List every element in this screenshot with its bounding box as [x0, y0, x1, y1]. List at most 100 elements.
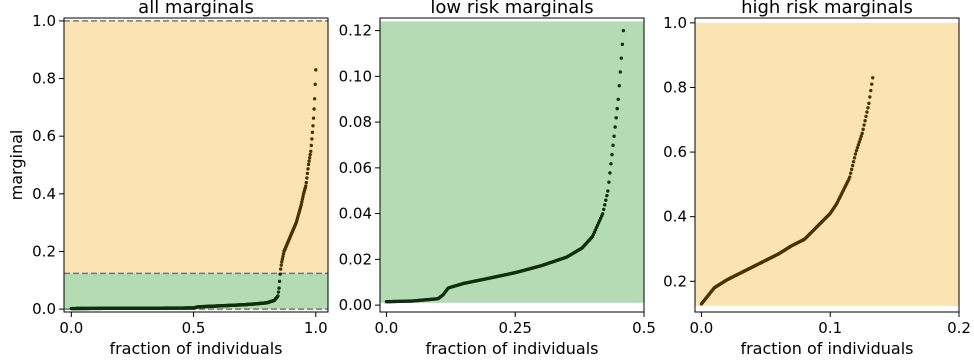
data-point — [278, 272, 282, 276]
data-point — [312, 97, 317, 101]
data-point — [859, 134, 863, 138]
x-tick-label: 0.0 — [59, 319, 83, 337]
data-point — [862, 123, 866, 127]
x-tick-label: 0.2 — [947, 319, 971, 337]
y-tick-label: 0.6 — [32, 127, 56, 145]
x-axis-label: fraction of individuals — [740, 339, 913, 358]
data-point — [277, 279, 282, 284]
data-point — [613, 125, 617, 129]
data-point — [616, 97, 620, 102]
y-tick-label: 0.6 — [663, 143, 687, 161]
y-tick-label: 0.8 — [663, 78, 687, 96]
data-point — [280, 260, 284, 264]
y-tick-label: 0.06 — [339, 159, 372, 177]
data-point — [850, 163, 855, 168]
data-point — [602, 207, 606, 212]
y-tick-label: 0.02 — [339, 250, 372, 268]
y-tick-label: 0.00 — [339, 296, 372, 314]
chart-title: low risk marginals — [430, 0, 593, 18]
x-tick-label: 0.0 — [375, 319, 399, 337]
data-point — [306, 162, 311, 167]
data-point — [867, 101, 871, 106]
data-point — [306, 167, 310, 171]
x-tick-label: 0.1 — [818, 319, 842, 337]
data-point — [614, 116, 618, 120]
y-axis-label: marginal — [7, 130, 26, 201]
y-tick-label: 0.4 — [32, 185, 56, 203]
data-point — [310, 130, 315, 135]
shaded-region — [64, 20, 328, 274]
data-point — [871, 76, 875, 80]
data-point — [854, 148, 859, 153]
data-point — [304, 180, 309, 185]
data-point — [280, 257, 285, 261]
y-tick-label: 0.0 — [32, 300, 56, 318]
data-point — [612, 134, 616, 138]
data-point — [308, 152, 312, 157]
axes-frame — [63, 17, 329, 313]
data-point — [865, 110, 869, 114]
data-point — [851, 159, 856, 164]
data-point — [278, 267, 283, 271]
data-point — [310, 137, 314, 141]
data-point — [852, 156, 857, 160]
x-tick-label: 0.5 — [632, 319, 656, 337]
data-point — [610, 152, 614, 157]
shaded-region — [695, 22, 959, 306]
panel-2: 0.0 0.25 0.5 0.00 0.02 0.04 0.06 0.08 0.10 0.12 lo… — [339, 0, 656, 358]
y-tick-label: 0.04 — [339, 205, 372, 223]
data-point — [312, 107, 316, 111]
data-point — [605, 193, 609, 198]
chart-title: all marginals — [138, 0, 254, 18]
data-point — [313, 82, 317, 87]
data-point — [311, 116, 316, 120]
data-point — [307, 156, 312, 160]
shaded-region — [380, 21, 644, 303]
data-point — [305, 171, 310, 176]
data-point — [314, 68, 318, 72]
data-point — [305, 176, 309, 180]
data-point — [609, 162, 613, 166]
y-tick-label: 0.12 — [339, 22, 372, 40]
data-point — [849, 167, 854, 172]
data-point — [309, 149, 313, 154]
data-point — [608, 171, 612, 175]
y-tick-label: 0.08 — [339, 113, 372, 131]
data-point — [311, 124, 315, 128]
data-point — [299, 202, 304, 207]
data-point — [620, 42, 625, 47]
data-point — [281, 254, 285, 259]
x-tick-label: 1.0 — [304, 319, 328, 337]
data-point — [868, 95, 872, 99]
panel-3: 0.0 0.1 0.2 0.2 0.4 0.6 0.8 1.0 high risk margin… — [663, 0, 971, 358]
x-axis-label: fraction of individuals — [425, 339, 598, 358]
data-point — [603, 203, 607, 207]
data-point — [309, 143, 314, 148]
shaded-region — [64, 273, 328, 310]
data-point — [615, 106, 619, 111]
data-point — [869, 88, 873, 93]
data-point — [604, 198, 608, 202]
y-tick-label: 0.4 — [663, 208, 687, 226]
y-tick-label: 0.8 — [32, 70, 56, 88]
chart-title: high risk marginals — [741, 0, 913, 18]
data-point — [300, 200, 304, 204]
data-point — [870, 82, 874, 86]
data-point — [863, 119, 867, 123]
data-point — [619, 56, 624, 60]
data-point — [860, 131, 864, 136]
data-point — [856, 143, 861, 147]
data-point — [861, 127, 865, 132]
x-tick-label: 0.5 — [182, 319, 206, 337]
data-point — [849, 171, 853, 175]
y-tick-label: 1.0 — [663, 14, 687, 32]
data-point — [276, 290, 281, 294]
data-point — [621, 28, 626, 33]
data-point — [606, 189, 610, 193]
data-point — [277, 286, 281, 290]
data-point — [607, 180, 611, 184]
data-point — [617, 84, 621, 88]
axes-frame — [694, 17, 960, 313]
data-point — [864, 114, 868, 119]
